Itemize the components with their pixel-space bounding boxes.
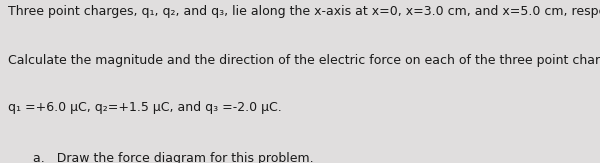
Text: Calculate the magnitude and the direction of the electric force on each of the t: Calculate the magnitude and the directio… bbox=[8, 54, 600, 67]
Text: q₁ =+6.0 μC, q₂=+1.5 μC, and q₃ =-2.0 μC.: q₁ =+6.0 μC, q₂=+1.5 μC, and q₃ =-2.0 μC… bbox=[8, 101, 281, 114]
Text: Three point charges, q₁, q₂, and q₃, lie along the x-axis at x=0, x=3.0 cm, and : Three point charges, q₁, q₂, and q₃, lie… bbox=[8, 5, 600, 18]
Text: a.   Draw the force diagram for this problem.: a. Draw the force diagram for this probl… bbox=[33, 152, 314, 163]
